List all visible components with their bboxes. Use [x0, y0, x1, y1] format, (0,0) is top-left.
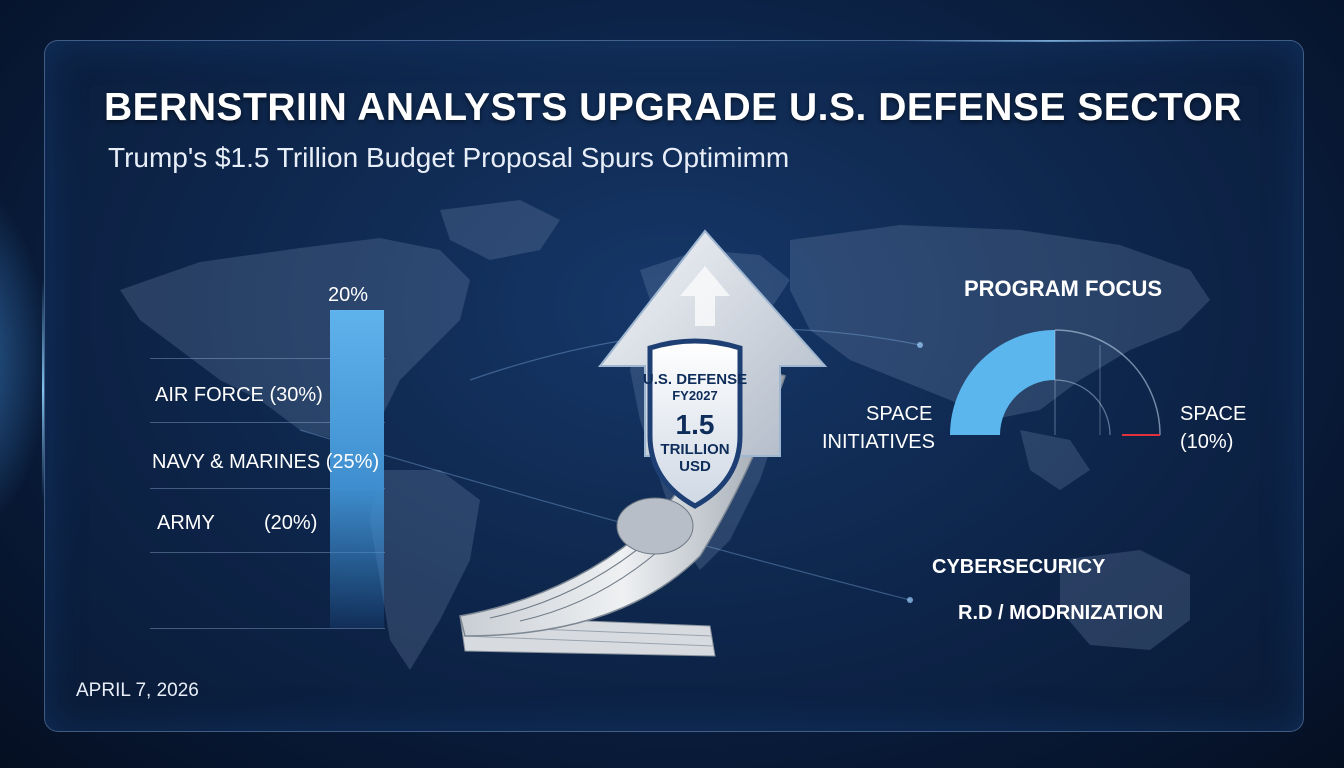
page-subtitle: Trump's $1.5 Trillion Budget Proposal Sp…	[108, 142, 790, 173]
top-glow-line	[900, 40, 1200, 42]
shield-line2: FY2027	[672, 388, 718, 403]
budget-bar-chart: 20% AIR FORCE (30%) NAVY & MARINES (25%)…	[150, 280, 410, 640]
program-label-right-line2: (10%)	[1180, 431, 1234, 453]
shield-badge	[647, 338, 743, 509]
gridline	[150, 422, 385, 423]
program-focus-title: PROGRAM FOCUS	[964, 276, 1162, 301]
bar-label-army: ARMY	[157, 512, 215, 534]
gridline	[150, 488, 385, 489]
rd-modernization-label: R.D / MODRNIZATION	[958, 602, 1164, 624]
program-label-right: SPACE (10%)	[1180, 400, 1246, 456]
budget-bar	[330, 310, 384, 628]
bar-label-navy-marines: NAVY & MARINES (25%)	[152, 451, 380, 473]
shield-amount: 1.5	[676, 409, 715, 440]
gridline	[150, 358, 385, 359]
publish-date: APRIL 7, 2026	[76, 680, 199, 701]
budget-arrow-graphic: U.S. DEFENSE FY2027 1.5 TRILLION USD	[459, 229, 828, 657]
bar-label-air-force: AIR FORCE (30%)	[155, 384, 323, 406]
arc-outline-segment	[1054, 329, 1161, 436]
page-title: BERNSTRIIN ANALYSTS UPGRADE U.S. DEFENSE…	[104, 86, 1243, 129]
cybersecurity-label: CYBERSECURICY	[932, 556, 1106, 578]
bar-value-army: (20%)	[264, 512, 318, 534]
program-focus-arc	[950, 329, 1161, 436]
program-label-left-line1: SPACE	[866, 403, 933, 425]
shield-unit2: USD	[679, 458, 711, 475]
shield-line1: U.S. DEFENSE	[643, 371, 747, 388]
left-glow-line	[42, 280, 44, 500]
gridline	[150, 552, 385, 553]
arc-filled-segment	[950, 330, 1055, 435]
gridline	[150, 628, 385, 629]
shield-unit1: TRILLION	[660, 441, 729, 458]
program-label-left: SPACE INITIATIVES	[822, 400, 935, 456]
program-label-right-line1: SPACE	[1180, 403, 1247, 425]
bar-top-label: 20%	[328, 284, 369, 306]
program-label-left-line2: INITIATIVES	[822, 431, 935, 453]
left-edge-glow	[0, 180, 50, 540]
